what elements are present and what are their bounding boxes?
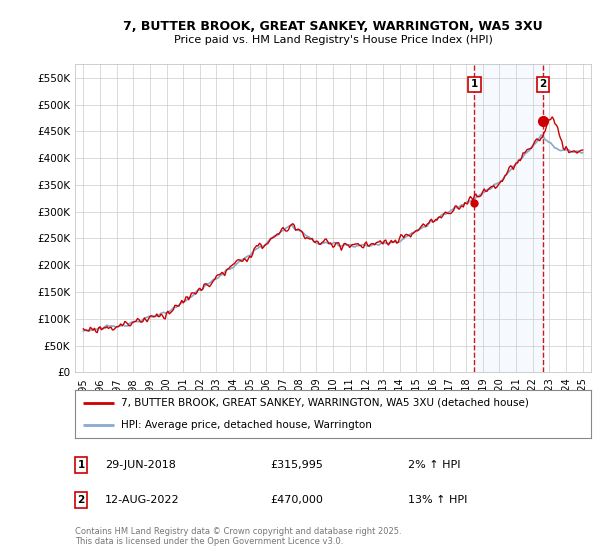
- Text: £470,000: £470,000: [270, 495, 323, 505]
- Text: 12-AUG-2022: 12-AUG-2022: [105, 495, 179, 505]
- Text: 1: 1: [77, 460, 85, 470]
- Text: 2: 2: [539, 79, 547, 89]
- Text: 2% ↑ HPI: 2% ↑ HPI: [408, 460, 461, 470]
- Text: 7, BUTTER BROOK, GREAT SANKEY, WARRINGTON, WA5 3XU (detached house): 7, BUTTER BROOK, GREAT SANKEY, WARRINGTO…: [121, 398, 529, 408]
- Text: 2: 2: [77, 495, 85, 505]
- Text: 13% ↑ HPI: 13% ↑ HPI: [408, 495, 467, 505]
- Text: £315,995: £315,995: [270, 460, 323, 470]
- Bar: [475, 64, 543, 372]
- Text: HPI: Average price, detached house, Warrington: HPI: Average price, detached house, Warr…: [121, 420, 373, 430]
- Text: 1: 1: [470, 79, 478, 89]
- Text: 29-JUN-2018: 29-JUN-2018: [105, 460, 176, 470]
- Text: Price paid vs. HM Land Registry's House Price Index (HPI): Price paid vs. HM Land Registry's House …: [173, 35, 493, 45]
- Text: Contains HM Land Registry data © Crown copyright and database right 2025.
This d: Contains HM Land Registry data © Crown c…: [75, 527, 401, 547]
- Text: 7, BUTTER BROOK, GREAT SANKEY, WARRINGTON, WA5 3XU: 7, BUTTER BROOK, GREAT SANKEY, WARRINGTO…: [123, 20, 543, 32]
